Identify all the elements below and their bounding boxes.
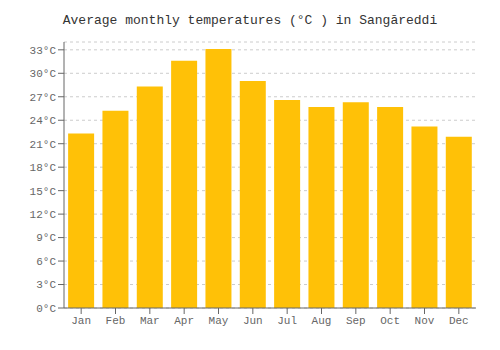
svg-text:Sep: Sep	[346, 315, 366, 327]
svg-text:Dec: Dec	[449, 315, 469, 327]
svg-text:6°C: 6°C	[36, 256, 56, 268]
svg-text:12°C: 12°C	[30, 209, 57, 221]
html-text:Average monthly temperatures (: Average monthly temperatures (°C ) in Sa…	[62, 13, 438, 28]
svg-text:Apr: Apr	[174, 315, 194, 327]
svg-text:Feb: Feb	[106, 315, 126, 327]
svg-text:15°C: 15°C	[30, 186, 57, 198]
svg-text:Aug: Aug	[312, 315, 332, 327]
svg-text:18°C: 18°C	[30, 162, 57, 174]
svg-text:27°C: 27°C	[30, 92, 57, 104]
svg-text:Mar: Mar	[140, 315, 160, 327]
svg-text:24°C: 24°C	[30, 115, 57, 127]
svg-text:Jul: Jul	[277, 315, 297, 327]
svg-text:Oct: Oct	[380, 315, 400, 327]
svg-text:3°C: 3°C	[36, 279, 56, 291]
svg-text:Nov: Nov	[415, 315, 435, 327]
svg-text:21°C: 21°C	[30, 139, 57, 151]
svg-text:0°C: 0°C	[36, 303, 56, 315]
svg-text:9°C: 9°C	[36, 232, 56, 244]
svg-text:Jun: Jun	[243, 315, 263, 327]
svg-text:33°C: 33°C	[30, 45, 57, 57]
svg-text:May: May	[209, 315, 229, 327]
svg-text:Jan: Jan	[71, 315, 91, 327]
svg-text:30°C: 30°C	[30, 68, 57, 80]
